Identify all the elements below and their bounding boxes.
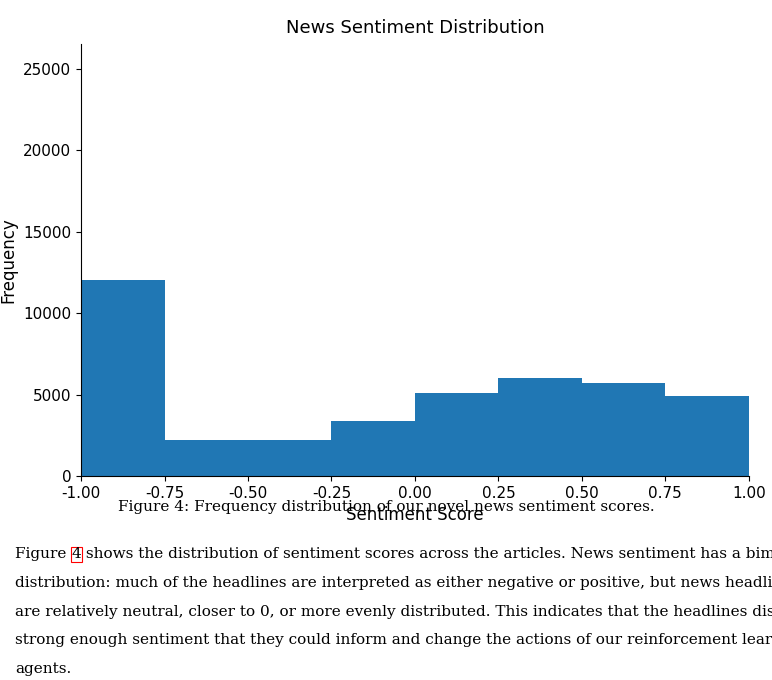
Bar [415, 393, 499, 476]
Bar [81, 280, 164, 476]
Bar [331, 421, 415, 476]
Bar [582, 383, 665, 476]
Bar [665, 396, 749, 476]
Text: shows the distribution of sentiment scores across the articles. News sentiment h: shows the distribution of sentiment scor… [81, 547, 772, 562]
Text: distribution: much of the headlines are interpreted as either negative or positi: distribution: much of the headlines are … [15, 576, 772, 590]
Y-axis label: Frequency: Frequency [0, 217, 18, 303]
Bar [749, 67, 772, 476]
Text: strong enough sentiment that they could inform and change the actions of our rei: strong enough sentiment that they could … [15, 633, 772, 647]
Text: 4: 4 [72, 547, 81, 562]
Text: agents.: agents. [15, 662, 72, 676]
X-axis label: Sentiment Score: Sentiment Score [346, 507, 484, 524]
Text: Figure 4: Frequency distribution of our novel news sentiment scores.: Figure 4: Frequency distribution of our … [117, 500, 655, 514]
Text: are relatively neutral, closer to 0, or more evenly distributed. This indicates : are relatively neutral, closer to 0, or … [15, 605, 772, 619]
Text: Figure: Figure [15, 547, 72, 562]
Bar [164, 440, 248, 476]
Bar [499, 378, 582, 476]
Title: News Sentiment Distribution: News Sentiment Distribution [286, 19, 544, 37]
Bar [248, 440, 331, 476]
